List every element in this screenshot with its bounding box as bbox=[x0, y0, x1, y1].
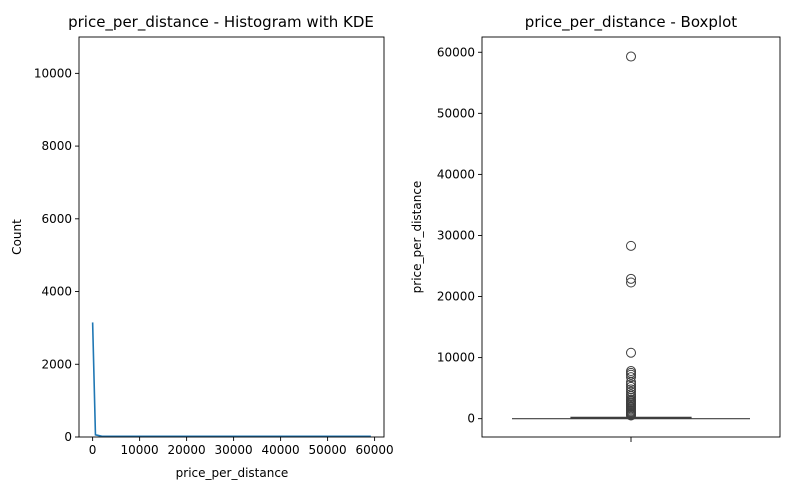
boxplot-outliers bbox=[626, 51, 636, 421]
histogram-frame bbox=[78, 36, 385, 438]
histogram-axes: price_per_distance - Histogram with KDE … bbox=[10, 13, 394, 480]
histogram-y-ticks: 0 2000 4000 6000 8000 10000 bbox=[34, 66, 79, 444]
histogram-title: price_per_distance - Histogram with KDE bbox=[68, 13, 374, 32]
y-tick-label: 2000 bbox=[41, 357, 72, 371]
x-tick-label: 20000 bbox=[168, 443, 206, 457]
histogram-kde bbox=[91, 322, 371, 438]
y-tick-label: 60000 bbox=[437, 45, 475, 59]
x-tick-label: 10000 bbox=[121, 443, 159, 457]
x-tick-label: 50000 bbox=[309, 443, 347, 457]
outlier-point bbox=[626, 379, 636, 390]
y-tick-label: 0 bbox=[467, 412, 475, 426]
y-tick-label: 30000 bbox=[437, 228, 475, 242]
y-tick-label: 10000 bbox=[437, 351, 475, 365]
x-tick-label: 0 bbox=[89, 443, 97, 457]
outlier-point bbox=[626, 377, 636, 388]
y-tick-label: 6000 bbox=[41, 212, 72, 226]
outlier-point bbox=[626, 51, 636, 62]
y-tick-label: 50000 bbox=[437, 106, 475, 120]
boxplot-y-ticks: 0 10000 20000 30000 40000 50000 60000 bbox=[437, 45, 482, 426]
outlier-point bbox=[626, 369, 636, 380]
boxplot-title: price_per_distance - Boxplot bbox=[525, 13, 738, 32]
boxplot-axes: price_per_distance - Boxplot 0 10000 20000… bbox=[410, 13, 781, 442]
x-tick-label: 40000 bbox=[262, 443, 300, 457]
outlier-point bbox=[626, 372, 636, 383]
kde-line bbox=[91, 322, 371, 438]
x-tick-label: 30000 bbox=[215, 443, 253, 457]
y-tick-label: 40000 bbox=[437, 167, 475, 181]
y-tick-label: 20000 bbox=[437, 290, 475, 304]
outlier-point bbox=[626, 240, 636, 251]
y-tick-label: 10000 bbox=[34, 66, 72, 80]
histogram-x-ticks: 0 10000 20000 30000 40000 50000 60000 bbox=[89, 437, 394, 457]
histogram-x-label: price_per_distance bbox=[176, 466, 289, 480]
y-tick-label: 0 bbox=[64, 430, 72, 444]
y-tick-label: 4000 bbox=[41, 285, 72, 299]
outlier-point bbox=[626, 347, 636, 358]
outlier-point bbox=[626, 410, 636, 421]
outlier-point bbox=[626, 273, 636, 284]
x-tick-label: 60000 bbox=[356, 443, 394, 457]
boxplot-y-label: price_per_distance bbox=[410, 181, 424, 294]
outlier-point bbox=[626, 277, 636, 288]
histogram-y-label: Count bbox=[10, 219, 24, 255]
y-tick-label: 8000 bbox=[41, 139, 72, 153]
